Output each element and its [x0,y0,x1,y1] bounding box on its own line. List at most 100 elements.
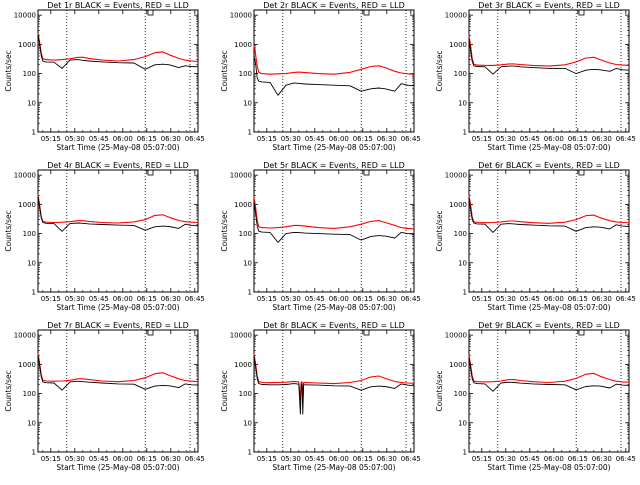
series-line-events [253,201,415,243]
series-line-lld [468,194,630,224]
y-tick-label: 100 [239,390,252,398]
x-tick-label: 06:45 [616,295,636,303]
series-line-lld [468,354,630,384]
y-axis-label: Counts/sec [220,210,229,251]
y-tick-label: 100 [239,230,252,238]
y-tick-label: 1000 [449,361,467,369]
y-tick-label: 1 [32,449,36,457]
marker-box [363,329,370,336]
y-axis-label: Counts/sec [4,210,13,251]
y-tick-label: 10000 [14,172,36,180]
y-tick-label: 10 [243,259,252,267]
x-tick-label: 05:15 [472,135,492,143]
panel-title: Det 9r BLACK = Events, RED = LLD [478,321,620,330]
y-tick-label: 10000 [445,12,467,20]
x-tick-label: 05:15 [41,455,61,463]
panel-title: Det 6r BLACK = Events, RED = LLD [478,161,620,170]
y-tick-label: 1 [248,129,252,137]
y-tick-label: 1 [463,449,467,457]
y-tick-label: 1000 [234,201,252,209]
y-tick-label: 1 [248,449,252,457]
x-tick-label: 05:45 [520,455,540,463]
x-tick-label: 06:15 [137,295,157,303]
series-line-lld [37,33,199,62]
x-tick-label: 05:15 [472,455,492,463]
y-tick-label: 1 [463,129,467,137]
y-tick-label: 100 [454,230,467,238]
x-tick-label: 05:30 [281,295,301,303]
y-axis-label: Counts/sec [4,370,13,411]
x-tick-label: 06:00 [544,455,564,463]
x-axis-label: Start Time (25-May-08 05:07:00) [272,463,395,472]
x-axis-label: Start Time (25-May-08 05:07:00) [487,303,610,312]
panel-title: Det 8r BLACK = Events, RED = LLD [263,321,405,330]
plot-frame [468,329,630,453]
plot-frame [253,9,415,133]
marker-box [578,329,585,336]
x-tick-label: 06:15 [137,455,157,463]
series-line-lld [37,194,199,224]
panel-title: Det 1r BLACK = Events, RED = LLD [47,1,189,10]
x-tick-label: 05:30 [496,295,516,303]
y-tick-label: 10 [458,99,467,107]
y-tick-label: 1 [248,289,252,297]
x-tick-label: 06:45 [401,295,421,303]
x-axis-label: Start Time (25-May-08 05:07:00) [56,463,179,472]
panel-title: Det 7r BLACK = Events, RED = LLD [47,321,189,330]
y-tick-label: 10000 [445,332,467,340]
x-axis-label: Start Time (25-May-08 05:07:00) [56,303,179,312]
y-tick-label: 1000 [234,41,252,49]
series-line-lld [253,353,415,402]
x-tick-label: 06:15 [568,135,588,143]
x-tick-label: 05:15 [257,455,277,463]
y-tick-label: 10 [458,259,467,267]
x-tick-label: 05:45 [305,135,325,143]
y-tick-label: 1000 [18,361,36,369]
x-tick-label: 05:30 [496,135,516,143]
x-tick-label: 05:15 [41,295,61,303]
x-tick-label: 05:45 [520,135,540,143]
x-tick-label: 06:00 [544,135,564,143]
y-tick-label: 100 [23,70,36,78]
panel-det-4: Det 4r BLACK = Events, RED = LLD 1 10 100 10… [4,161,205,312]
x-tick-label: 05:30 [281,135,301,143]
y-tick-label: 1000 [449,41,467,49]
x-axis-label: Start Time (25-May-08 05:07:00) [56,143,179,152]
x-tick-label: 05:45 [305,455,325,463]
panel-det-7: Det 7r BLACK = Events, RED = LLD 1 10 100 10… [4,321,205,472]
x-tick-label: 06:15 [568,295,588,303]
x-tick-label: 05:30 [65,455,85,463]
x-tick-label: 06:00 [113,135,133,143]
series-line-events [253,55,415,96]
panel-det-2: Det 2r BLACK = Events, RED = LLD 1 10 100 10… [220,1,421,152]
y-tick-label: 100 [23,390,36,398]
series-line-events [37,355,199,391]
y-tick-label: 1 [32,129,36,137]
x-tick-label: 06:30 [592,135,612,143]
series-line-events [468,198,630,233]
y-tick-label: 10 [27,99,36,107]
x-tick-label: 06:15 [353,455,373,463]
panel-title: Det 5r BLACK = Events, RED = LLD [263,161,405,170]
plot-frame [253,329,415,453]
panel-det-9: Det 9r BLACK = Events, RED = LLD 1 10 100 10… [435,321,636,472]
y-tick-label: 10000 [230,332,252,340]
y-axis-label: Counts/sec [4,50,13,91]
y-tick-label: 100 [454,390,467,398]
x-tick-label: 05:30 [496,455,516,463]
x-tick-label: 06:00 [329,455,349,463]
y-axis-label: Counts/sec [435,50,444,91]
x-tick-label: 05:15 [472,295,492,303]
plot-frame [37,169,199,293]
y-tick-label: 1000 [234,361,252,369]
y-tick-label: 10 [243,99,252,107]
y-tick-label: 1000 [449,201,467,209]
x-tick-label: 06:00 [329,135,349,143]
y-axis-label: Counts/sec [220,370,229,411]
x-tick-label: 06:45 [185,455,205,463]
y-tick-label: 10 [27,259,36,267]
y-tick-label: 100 [23,230,36,238]
x-tick-label: 05:30 [65,295,85,303]
series-line-lld [253,45,415,75]
